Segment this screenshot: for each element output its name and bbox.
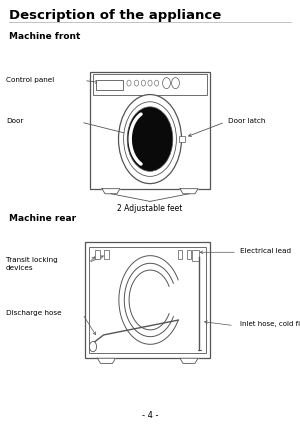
Text: Inlet hose, cold fill: Inlet hose, cold fill [240, 321, 300, 327]
Bar [187, 250, 191, 259]
Bar [85, 242, 210, 358]
Text: Description of the appliance: Description of the appliance [9, 9, 221, 22]
Circle shape [134, 80, 139, 86]
Polygon shape [180, 358, 198, 363]
Circle shape [89, 342, 97, 352]
Bar [95, 250, 100, 259]
Bar [192, 250, 200, 261]
Bar [96, 80, 123, 90]
Circle shape [127, 107, 173, 171]
Circle shape [148, 80, 152, 86]
Circle shape [154, 80, 159, 86]
Bar [90, 72, 210, 189]
Bar [178, 136, 185, 142]
Circle shape [163, 78, 170, 89]
Circle shape [141, 80, 146, 86]
Text: Discharge hose: Discharge hose [6, 310, 62, 316]
Circle shape [172, 78, 179, 89]
Circle shape [124, 102, 176, 176]
Bar [178, 250, 182, 259]
Polygon shape [180, 189, 198, 194]
Text: Electrical lead: Electrical lead [240, 248, 291, 254]
Text: Door: Door [6, 118, 23, 124]
Text: Transit locking
devices: Transit locking devices [6, 257, 58, 271]
Text: Machine front: Machine front [9, 32, 80, 41]
Text: Door latch: Door latch [228, 118, 266, 124]
Bar [89, 247, 206, 353]
Polygon shape [98, 358, 116, 363]
Circle shape [118, 95, 182, 184]
Text: Control panel: Control panel [6, 77, 54, 83]
Text: 2 Adjustable feet: 2 Adjustable feet [117, 204, 183, 212]
Polygon shape [102, 189, 120, 194]
Text: Machine rear: Machine rear [9, 214, 76, 223]
Text: - 4 -: - 4 - [142, 411, 158, 420]
Circle shape [127, 80, 131, 86]
Bar [104, 250, 109, 259]
Bar [93, 74, 207, 95]
